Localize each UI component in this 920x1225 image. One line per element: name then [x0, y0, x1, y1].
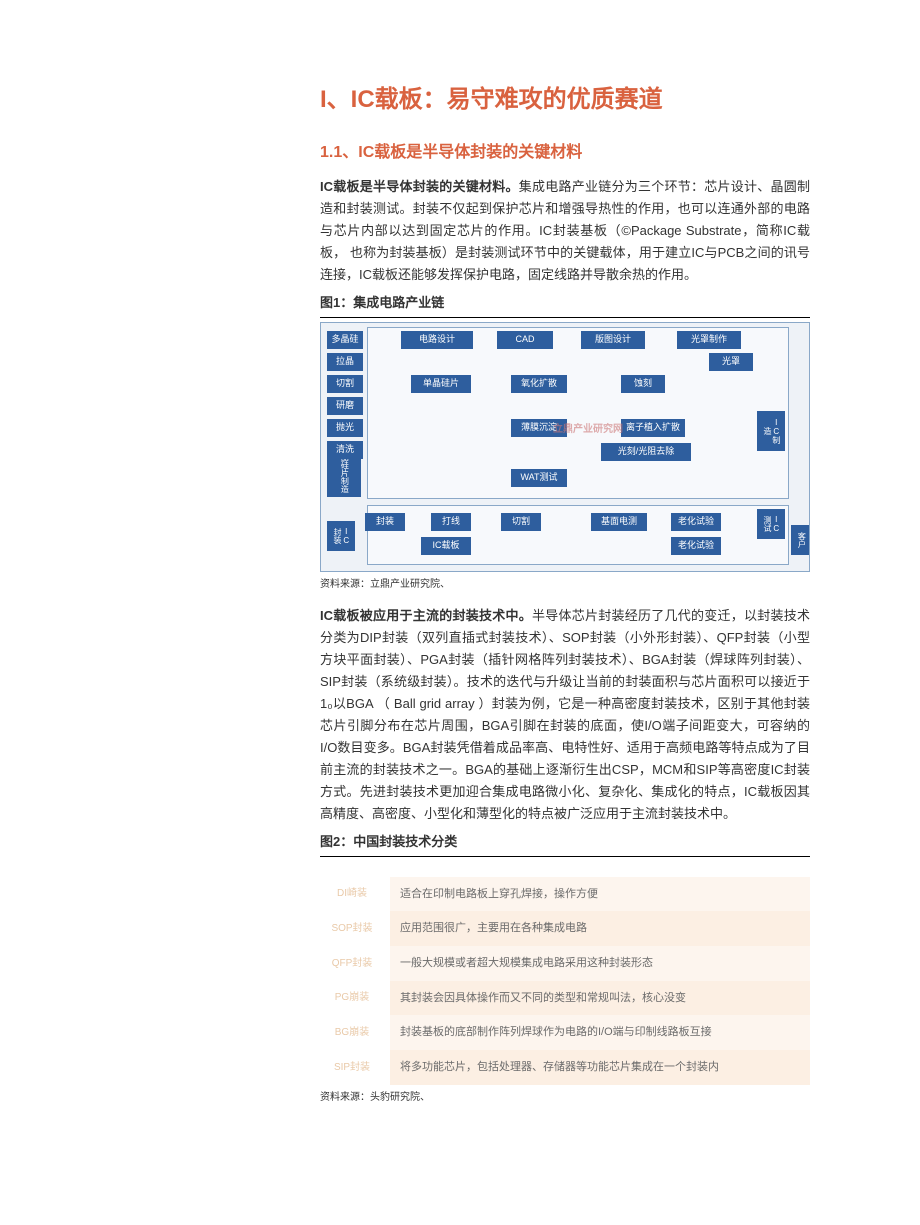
table-row: SIP封装将多功能芯片，包括处理器、存储器等功能芯片集成在一个封装内	[320, 1050, 810, 1085]
flow-node: IC测试	[757, 509, 785, 539]
row-desc: 一般大规模或者超大规模集成电路采用这种封装形态	[390, 946, 810, 981]
section-title: 1.1、IC载板是半导体封装的关键材料	[320, 139, 810, 166]
figure1-source: 资料来源：立鼎产业研究院、	[320, 576, 810, 593]
flow-node: IC载板	[421, 537, 471, 555]
flow-node: 光罩	[709, 353, 753, 371]
flow-node: 打线	[431, 513, 471, 531]
table-row: SOP封装应用范围很广，主要用在各种集成电路	[320, 911, 810, 946]
figure1-flowchart: 单晶硅片制造IC制造IC测试IC封装客户多晶硅电路设计CAD版图设计光罩制作拉晶…	[320, 322, 810, 572]
paragraph-2: IC载板被应用于主流的封装技术中。半导体芯片封装经历了几代的变迁，以封装技术分类…	[320, 605, 810, 826]
flow-node: 电路设计	[401, 331, 473, 349]
figure1-title: 图1：集成电路产业链	[320, 292, 810, 317]
flow-node: 蚀刻	[621, 375, 665, 393]
row-label: SIP封装	[320, 1050, 390, 1085]
flow-node: 封装	[365, 513, 405, 531]
table-row: BG崩装封装基板的底部制作阵列焊球作为电路的I/O端与印制线路板互接	[320, 1015, 810, 1050]
paragraph-2-lead: IC载板被应用于主流的封装技术中。	[320, 608, 532, 623]
flow-node: IC制造	[757, 411, 785, 451]
flow-node: 切割	[327, 375, 363, 393]
flow-node: 氧化扩散	[511, 375, 567, 393]
flow-node: 客户	[791, 525, 810, 555]
flow-node: 单晶硅片	[411, 375, 471, 393]
row-label: SOP封装	[320, 911, 390, 946]
flow-node: 版图设计	[581, 331, 645, 349]
row-label: PG崩装	[320, 981, 390, 1016]
flow-node: 离子植入扩散	[621, 419, 685, 437]
flow-node: 抛光	[327, 419, 363, 437]
flow-node: 切割	[501, 513, 541, 531]
paragraph-2-body: 半导体芯片封装经历了几代的变迁，以封装技术分类为DIP封装（双列直插式封装技术）…	[320, 608, 810, 822]
row-label: DI崎装	[320, 877, 390, 912]
row-desc: 应用范围很广，主要用在各种集成电路	[390, 911, 810, 946]
flow-node: 光罩制作	[677, 331, 741, 349]
row-desc: 其封装会因具体操作而又不同的类型和常规叫法，核心没变	[390, 981, 810, 1016]
row-label: BG崩装	[320, 1015, 390, 1050]
flow-node: 清洗	[327, 441, 363, 459]
paragraph-1-body: 集成电路产业链分为三个环节：芯片设计、晶圆制造和封装测试。封装不仅起到保护芯片和…	[320, 179, 810, 282]
watermark: 立鼎产业研究网	[553, 421, 623, 438]
paragraph-1: IC载板是半导体封装的关键材料。集成电路产业链分为三个环节：芯片设计、晶圆制造和…	[320, 176, 810, 286]
table-row: PG崩装其封装会因具体操作而又不同的类型和常规叫法，核心没变	[320, 981, 810, 1016]
figure2-title: 图2：中国封装技术分类	[320, 831, 810, 856]
figure2-source: 资料来源：头豹研究院、	[320, 1089, 810, 1106]
table-row: QFP封装一般大规模或者超大规模集成电路采用这种封装形态	[320, 946, 810, 981]
flow-node: 拉晶	[327, 353, 363, 371]
row-desc: 适合在印制电路板上穿孔焊接，操作方便	[390, 877, 810, 912]
paragraph-1-lead: IC载板是半导体封装的关键材料。	[320, 179, 519, 194]
flow-node: 基面电测	[591, 513, 647, 531]
flow-node: 多晶硅	[327, 331, 363, 349]
flow-node: IC封装	[327, 521, 355, 551]
flow-node: WAT测试	[511, 469, 567, 487]
flow-node: CAD	[497, 331, 553, 349]
page-title: I、IC载板：易守难攻的优质赛道	[320, 80, 810, 121]
flow-node: 光刻/光阻去除	[601, 443, 691, 461]
row-label: QFP封装	[320, 946, 390, 981]
flow-node: 老化试验	[671, 537, 721, 555]
flow-node: 老化试验	[671, 513, 721, 531]
row-desc: 将多功能芯片，包括处理器、存储器等功能芯片集成在一个封装内	[390, 1050, 810, 1085]
figure2-table: DI崎装适合在印制电路板上穿孔焊接，操作方便SOP封装应用范围很广，主要用在各种…	[320, 877, 810, 1085]
row-desc: 封装基板的底部制作阵列焊球作为电路的I/O端与印制线路板互接	[390, 1015, 810, 1050]
flow-node: 研磨	[327, 397, 363, 415]
table-row: DI崎装适合在印制电路板上穿孔焊接，操作方便	[320, 877, 810, 912]
